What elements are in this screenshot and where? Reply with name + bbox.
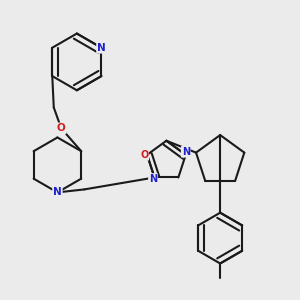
Text: N: N [149,174,157,184]
Text: N: N [182,147,190,157]
Text: N: N [53,188,62,197]
Text: N: N [97,43,106,53]
Text: O: O [57,123,66,134]
Text: O: O [140,150,148,160]
